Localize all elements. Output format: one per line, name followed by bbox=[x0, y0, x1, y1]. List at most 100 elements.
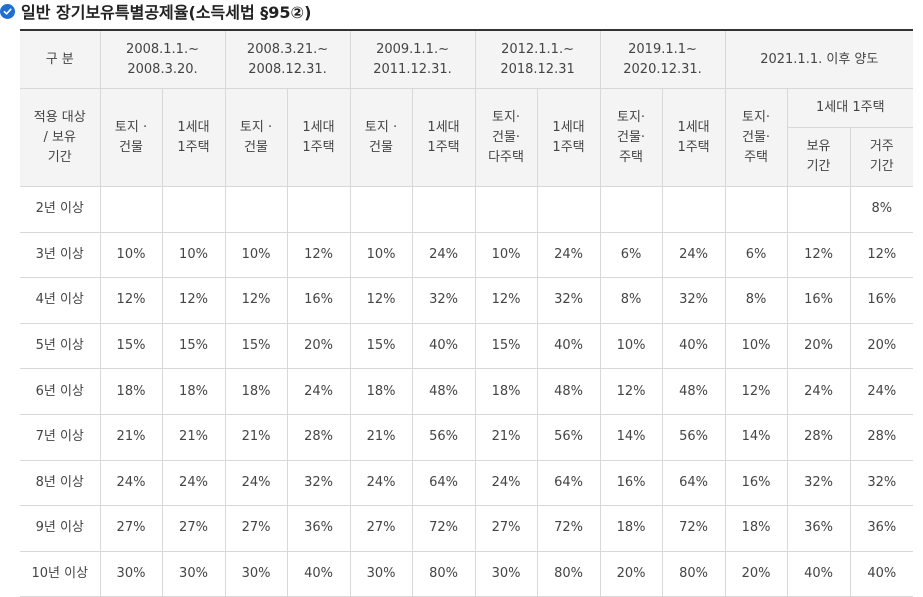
sub-header: 1세대 1주택 bbox=[536, 88, 601, 187]
rate-cell: 64% bbox=[411, 459, 476, 507]
rate-cell bbox=[411, 186, 476, 233]
rate-cell bbox=[536, 186, 601, 233]
row-label: 8년 이상 bbox=[20, 459, 101, 507]
rate-cell: 32% bbox=[536, 277, 601, 324]
rate-cell: 27% bbox=[474, 505, 538, 552]
table-row: 3년 이상 10% 10% 10% 12% 10% 24% 10% 24% 6% 24% 6% 12% 1… bbox=[20, 231, 914, 279]
rate-cell: 72% bbox=[411, 505, 476, 552]
rate-cell: 32% bbox=[286, 459, 351, 507]
row-label: 5년 이상 bbox=[20, 322, 101, 370]
sub-header: 토지· 건물· 주택 bbox=[724, 88, 788, 187]
reside-period-header: 거주 기간 bbox=[849, 127, 914, 187]
rate-cell: 72% bbox=[536, 505, 601, 552]
table-row: 8년 이상 24% 24% 24% 32% 24% 64% 24% 64% 16% 64% 16% 32… bbox=[20, 459, 914, 507]
rate-cell: 24% bbox=[536, 231, 601, 279]
rate-cell: 12% bbox=[599, 368, 663, 415]
rate-cell: 10% bbox=[724, 322, 788, 370]
rate-cell: 21% bbox=[224, 413, 288, 461]
period-header: 2009.1.1.~ 2011.12.31. bbox=[349, 29, 476, 89]
rate-cell: 12% bbox=[849, 231, 914, 279]
row-label: 4년 이상 bbox=[20, 277, 101, 324]
rate-cell: 8% bbox=[849, 186, 914, 233]
rate-cell: 8% bbox=[724, 277, 788, 324]
rate-cell bbox=[224, 186, 288, 233]
rate-cell: 10% bbox=[99, 231, 163, 279]
sub-header: 토지· 건물· 다주택 bbox=[474, 88, 538, 187]
rate-cell: 24% bbox=[99, 459, 163, 507]
category-header: 구 분 bbox=[20, 29, 101, 89]
sub-header: 토지 · 건물 bbox=[224, 88, 288, 187]
rate-cell: 15% bbox=[224, 322, 288, 370]
rate-cell: 18% bbox=[99, 368, 163, 415]
rate-cell: 40% bbox=[536, 322, 601, 370]
rate-cell: 64% bbox=[536, 459, 601, 507]
rate-cell: 48% bbox=[411, 368, 476, 415]
rate-cell: 80% bbox=[661, 550, 726, 597]
rate-cell bbox=[661, 186, 726, 233]
rate-cell bbox=[349, 186, 413, 233]
rate-cell: 18% bbox=[161, 368, 226, 415]
rate-cell: 12% bbox=[786, 231, 851, 279]
rate-cell: 20% bbox=[849, 322, 914, 370]
rate-cell: 27% bbox=[349, 505, 413, 552]
rate-cell: 30% bbox=[161, 550, 226, 597]
rate-cell: 21% bbox=[349, 413, 413, 461]
one-house-header: 1세대 1주택 bbox=[786, 88, 914, 128]
table-row: 5년 이상 15% 15% 15% 20% 15% 40% 15% 40% 10% 40% 10% 20… bbox=[20, 322, 914, 370]
rate-cell: 27% bbox=[161, 505, 226, 552]
rate-cell bbox=[286, 186, 351, 233]
section-title: 일반 장기보유특별공제율(소득세법 §95②) bbox=[0, 0, 311, 22]
rate-cell: 32% bbox=[661, 277, 726, 324]
rate-cell: 80% bbox=[411, 550, 476, 597]
deduction-rate-table: 구 분 2008.1.1.~ 2008.3.20. 2008.3.21.~ 20… bbox=[20, 29, 914, 597]
table-row: 6년 이상 18% 18% 18% 24% 18% 48% 18% 48% 12% 48% 12% 24… bbox=[20, 368, 914, 415]
rate-cell: 40% bbox=[661, 322, 726, 370]
rate-cell: 24% bbox=[349, 459, 413, 507]
rate-cell: 6% bbox=[724, 231, 788, 279]
rate-cell: 30% bbox=[99, 550, 163, 597]
rate-cell: 21% bbox=[99, 413, 163, 461]
rate-cell: 15% bbox=[99, 322, 163, 370]
sub-header: 1세대 1주택 bbox=[411, 88, 476, 187]
rate-cell: 21% bbox=[161, 413, 226, 461]
rate-cell: 32% bbox=[411, 277, 476, 324]
rate-cell bbox=[724, 186, 788, 233]
rate-cell: 30% bbox=[474, 550, 538, 597]
rate-cell: 56% bbox=[536, 413, 601, 461]
rate-cell: 36% bbox=[286, 505, 351, 552]
table-row: 2년 이상 8% bbox=[20, 186, 914, 233]
rate-cell: 16% bbox=[786, 277, 851, 324]
rate-cell: 64% bbox=[661, 459, 726, 507]
period-header: 2012.1.1.~ 2018.12.31 bbox=[474, 29, 601, 89]
rate-cell: 18% bbox=[474, 368, 538, 415]
rate-cell: 10% bbox=[599, 322, 663, 370]
rate-cell: 40% bbox=[849, 550, 914, 597]
rate-cell: 24% bbox=[661, 231, 726, 279]
rate-cell: 72% bbox=[661, 505, 726, 552]
rate-cell: 8% bbox=[599, 277, 663, 324]
rate-cell: 10% bbox=[224, 231, 288, 279]
rate-cell: 27% bbox=[99, 505, 163, 552]
rate-cell: 14% bbox=[724, 413, 788, 461]
rate-cell: 15% bbox=[161, 322, 226, 370]
row-label: 7년 이상 bbox=[20, 413, 101, 461]
rate-cell: 12% bbox=[474, 277, 538, 324]
rate-cell bbox=[599, 186, 663, 233]
rate-cell: 18% bbox=[599, 505, 663, 552]
rate-cell: 12% bbox=[161, 277, 226, 324]
rate-cell: 12% bbox=[349, 277, 413, 324]
table-body: 2년 이상 8% 3년 이상 10% 10% 10% 12% 10% 24% 10% 24% 6% 24… bbox=[20, 186, 914, 597]
rate-cell: 20% bbox=[599, 550, 663, 597]
rate-cell: 32% bbox=[849, 459, 914, 507]
rate-cell: 56% bbox=[661, 413, 726, 461]
rate-cell: 28% bbox=[286, 413, 351, 461]
sub-header: 토지· 건물· 주택 bbox=[599, 88, 663, 187]
rate-cell: 12% bbox=[286, 231, 351, 279]
table-row: 7년 이상 21% 21% 21% 28% 21% 56% 21% 56% 14% 56% 14% 28… bbox=[20, 413, 914, 461]
rate-cell: 12% bbox=[724, 368, 788, 415]
rate-cell: 15% bbox=[349, 322, 413, 370]
rate-cell: 32% bbox=[786, 459, 851, 507]
rate-cell: 28% bbox=[849, 413, 914, 461]
rate-cell: 20% bbox=[286, 322, 351, 370]
row-label: 9년 이상 bbox=[20, 505, 101, 552]
